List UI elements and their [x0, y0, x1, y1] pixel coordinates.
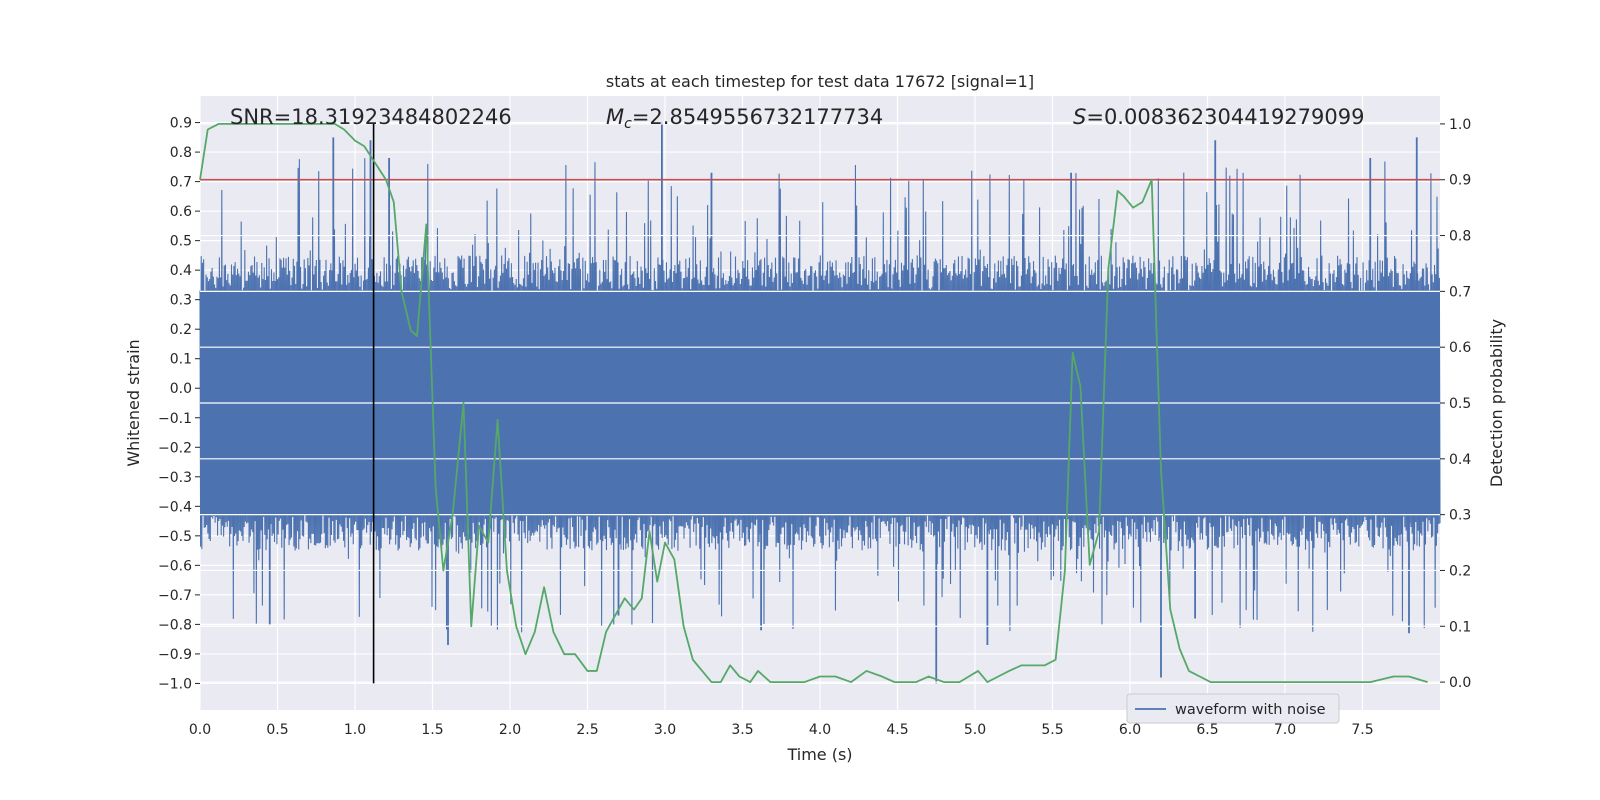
x-tick-label: 3.5 [731, 722, 753, 738]
x-tick-label: 0.0 [189, 722, 211, 738]
y-tick-label-right: 0.4 [1449, 452, 1471, 468]
mc-symbol: M [606, 105, 624, 129]
x-tick-label: 7.5 [1351, 722, 1373, 738]
y-tick-label-left: 0.6 [170, 204, 192, 220]
x-tick-label: 4.0 [809, 722, 831, 738]
y-tick-label-left: 0.3 [170, 293, 192, 309]
x-axis-label: Time (s) [786, 745, 852, 764]
x-ticks: 0.0 0.5 1.0 1.5 2.0 2.5 3.0 3.5 4.0 4.5 5.0 5.5 6.0 6… [189, 722, 1374, 738]
y-tick-label-right: 0.2 [1449, 563, 1471, 579]
snr-annotation: SNR=18.31923484802246 [230, 105, 512, 129]
y-tick-label-left: 0.7 [170, 175, 192, 191]
overlay-grid [200, 123, 1440, 683]
y-tick-label-right: 0.8 [1449, 229, 1471, 245]
legend: waveform with noise [1126, 693, 1340, 724]
y-tick-label-left: −0.6 [158, 558, 192, 574]
waveform-trace [199, 158, 1441, 633]
s-symbol: S [1073, 105, 1086, 129]
y-tick-label-left: 0.9 [170, 116, 192, 132]
y-tick-label-left: 0.0 [170, 381, 192, 397]
y-tick-label-right: 0.5 [1449, 396, 1471, 412]
y-tick-label-right: 1.0 [1449, 117, 1471, 133]
x-tick-label: 0.5 [266, 722, 288, 738]
chirp-mass-annotation: Mc=2.8549556732177734 [606, 105, 883, 132]
x-tick-label: 6.5 [1196, 722, 1218, 738]
y-tick-label-left: 0.5 [170, 234, 192, 250]
x-tick-label: 5.5 [1041, 722, 1063, 738]
y-tick-label-left: −0.8 [158, 617, 192, 633]
legend-label: waveform with noise [1175, 702, 1326, 718]
y-tick-label-right: 0.1 [1449, 619, 1471, 635]
mc-value: =2.8549556732177734 [632, 105, 883, 129]
y-tick-label-right: 0.9 [1449, 173, 1471, 189]
x-tick-label: 2.5 [576, 722, 598, 738]
y-tick-label-right: 0.0 [1449, 675, 1471, 691]
y-tick-label-left: 0.4 [170, 263, 192, 279]
y-tick-label-right: 0.6 [1449, 340, 1471, 356]
y-tick-label-right: 0.7 [1449, 284, 1471, 300]
x-tick-label: 2.0 [499, 722, 521, 738]
s-annotation: S=0.008362304419279099 [1073, 105, 1364, 129]
y-axis-label-right: Detection probability [1487, 319, 1506, 487]
x-tick-label: 6.0 [1119, 722, 1141, 738]
probability-line [199, 123, 1428, 683]
y-tick-label-left: −0.2 [158, 440, 192, 456]
y-ticks-left: 0.9 0.8 0.7 0.6 0.5 0.4 0.3 0.2 0.1 0.0 −0.1 −0.2 −0… [158, 116, 200, 692]
y-axis-label-left: Whitened strain [124, 339, 143, 466]
y-tick-label-left: −0.4 [158, 499, 192, 515]
s-value: =0.008362304419279099 [1086, 105, 1364, 129]
y-tick-label-left: −1.0 [158, 676, 192, 692]
x-tick-label: 3.0 [654, 722, 676, 738]
y-tick-label-left: 0.8 [170, 145, 192, 161]
y-tick-label-left: −0.5 [158, 529, 192, 545]
y-tick-label-right: 0.3 [1449, 508, 1471, 524]
x-tick-label: 4.5 [886, 722, 908, 738]
x-tick-label: 7.0 [1274, 722, 1296, 738]
y-tick-label-left: −0.3 [158, 470, 192, 486]
legend-box [1126, 693, 1340, 724]
y-tick-label-left: −0.9 [158, 647, 192, 663]
y-tick-label-left: 0.1 [170, 352, 192, 368]
y-ticks-right: 1.0 0.9 0.8 0.7 0.6 0.5 0.4 0.3 0.2 0.1 0.0 [1440, 117, 1471, 691]
mc-subscript: c [624, 116, 632, 132]
x-tick-label: 1.5 [421, 722, 443, 738]
x-tick-label: 1.0 [344, 722, 366, 738]
y-tick-label-left: −0.1 [158, 411, 192, 427]
y-tick-label-left: −0.7 [158, 588, 192, 604]
chart-title: stats at each timestep for test data 176… [606, 72, 1034, 91]
y-tick-label-left: 0.2 [170, 322, 192, 338]
x-tick-label: 5.0 [964, 722, 986, 738]
